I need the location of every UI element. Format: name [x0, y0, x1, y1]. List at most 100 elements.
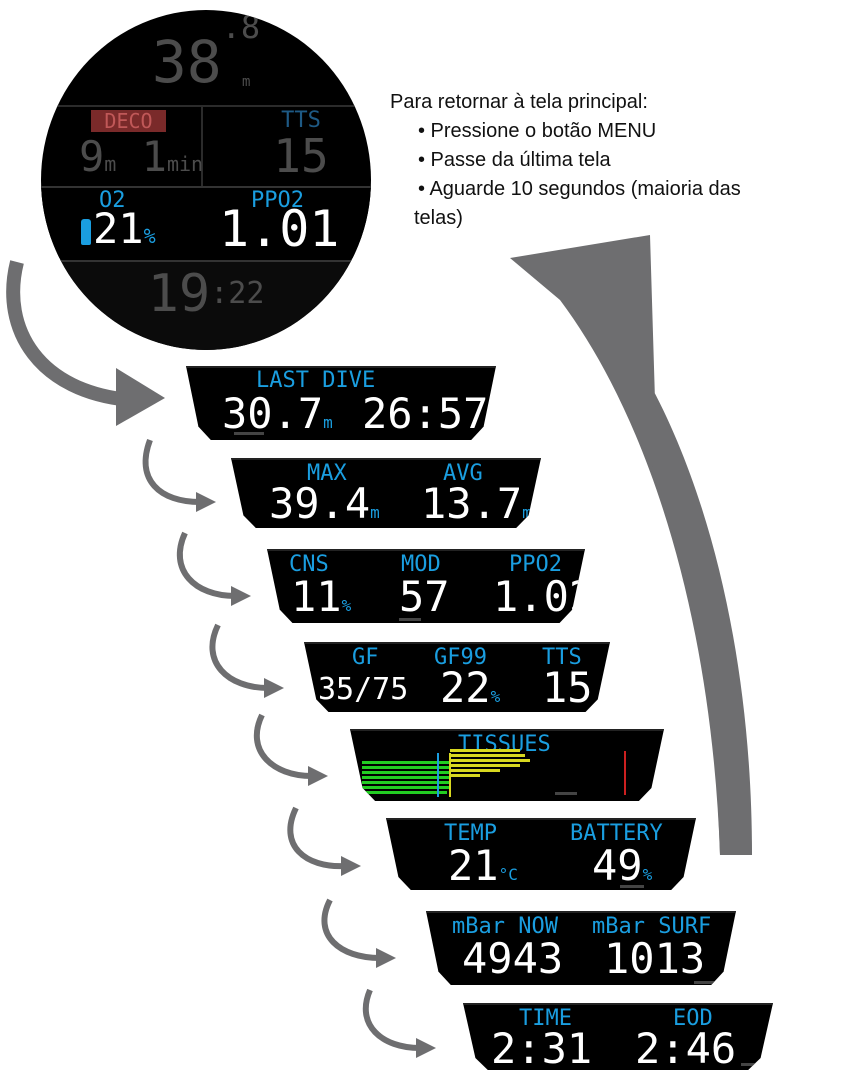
- ppo2-value: 1.01: [219, 200, 340, 258]
- tissue-bar-graph: [362, 749, 626, 797]
- max-label: MAX: [307, 461, 347, 486]
- max-unit: m: [370, 503, 380, 522]
- depth-integer: 38: [151, 28, 222, 96]
- screen-top-border: [267, 549, 585, 551]
- gf-tts-label: TTS: [542, 645, 582, 670]
- screen-top-border: [386, 818, 696, 820]
- last-dive-depth-group: 30.7m: [222, 392, 333, 440]
- divider: [41, 186, 371, 188]
- lower-area: [41, 260, 371, 350]
- avg-value: 13.7: [421, 479, 523, 528]
- instructions-title: Para retornar à tela principal:: [390, 91, 648, 113]
- screen-max-avg: MAX AVG 39.4m 13.7m: [231, 458, 541, 528]
- screen-top-border: [350, 729, 664, 731]
- last-dive-depth-unit: m: [323, 413, 333, 432]
- screen-top-border: [426, 911, 736, 913]
- screen-cns-mod: CNS MOD PPO2 11% 57 1.02: [267, 549, 585, 623]
- gf99-value: 22: [440, 663, 491, 712]
- eod-value: 2:46: [635, 1024, 737, 1070]
- tissues-label: TISSUES: [458, 732, 551, 757]
- curve-arrow-3: [176, 531, 236, 599]
- mbar-surf-value: 1013: [604, 934, 706, 983]
- last-dive-depth: 30.7: [222, 389, 324, 438]
- o2-label: O2: [99, 188, 126, 213]
- screen-tissues: TISSUES: [350, 729, 664, 801]
- mbar-now-value: 4943: [462, 934, 564, 983]
- curve-arrow-4: [209, 623, 269, 691]
- screen-indicator: [620, 885, 644, 888]
- screen-top-border: [463, 1003, 773, 1005]
- time-value: 2:31: [491, 1024, 593, 1070]
- temp-label: TEMP: [444, 821, 497, 846]
- o2-value-group: 21%: [81, 206, 156, 259]
- mod-value: 57: [399, 572, 450, 621]
- cns-value-group: 11%: [291, 575, 351, 623]
- instruction-item: • Passe da última tela: [418, 149, 611, 171]
- deco-time-unit: min: [166, 152, 204, 176]
- depth-decimal: .8: [221, 10, 261, 46]
- screen-temp-battery: TEMP BATTERY 21°C 49%: [386, 818, 696, 890]
- avg-value-group: 13.7m: [421, 482, 532, 528]
- last-dive-duration: 26:57: [362, 389, 489, 438]
- battery-unit: %: [642, 865, 653, 884]
- deco-depth-unit: m: [104, 152, 117, 176]
- curve-arrow-5: [253, 713, 313, 779]
- o2-value: 21: [93, 204, 144, 253]
- temp-value-group: 21°C: [448, 844, 518, 890]
- instruction-item: • Pressione o botão MENU: [418, 120, 657, 142]
- screen-indicator: [234, 432, 264, 435]
- gf-value: 35/75: [318, 672, 409, 707]
- gf99-value-group: 22%: [440, 666, 500, 712]
- max-value: 39.4: [269, 479, 371, 528]
- cns-value: 11: [291, 572, 342, 621]
- divider: [201, 105, 203, 187]
- gf-tts-value: 15: [542, 663, 593, 712]
- dive-time-minutes: :22: [210, 276, 265, 311]
- deco-label: DECO: [91, 110, 166, 132]
- temp-unit: °C: [498, 865, 518, 884]
- dive-time-hours: 19: [147, 264, 211, 324]
- max-value-group: 39.4m: [269, 482, 380, 528]
- gas-cylinder-icon: [81, 219, 91, 245]
- cns-unit: %: [341, 596, 352, 615]
- temp-value: 21: [448, 841, 499, 890]
- gas-band: [41, 186, 371, 258]
- gf99-unit: %: [490, 687, 501, 706]
- screen-time-eod: TIME EOD 2:31 2:46: [463, 1003, 773, 1070]
- curve-arrow-2: [142, 438, 201, 505]
- ppo2-label: PPO2: [509, 552, 562, 577]
- time-label: TIME: [519, 1006, 572, 1031]
- instruction-item: • Aguarde 10 segundos (maioria das: [418, 178, 741, 200]
- divider: [41, 105, 371, 107]
- gf-label: GF: [352, 645, 379, 670]
- deco-stop-value: 9m 1min: [79, 134, 203, 187]
- return-instructions: Para retornar à tela principal: • Pressi…: [390, 88, 850, 233]
- screen-gf: GF GF99 TTS 35/75 22% 15: [304, 642, 610, 712]
- screen-indicator: [741, 1063, 761, 1066]
- screen-top-border: [186, 366, 496, 368]
- dive-computer-main-screen: 38.8 m DECO 9m 1min TTS 15 O2 21% PPO2 1…: [41, 10, 371, 350]
- divider: [41, 260, 371, 262]
- screen-indicator: [399, 618, 421, 621]
- cns-ppo2-value: 1.02: [493, 572, 585, 621]
- depth-unit: m: [242, 74, 251, 90]
- last-dive-label: LAST DIVE: [256, 368, 376, 393]
- battery-value: 49: [592, 841, 643, 890]
- cns-label: CNS: [289, 552, 329, 577]
- deco-depth: 9: [79, 132, 105, 181]
- mod-label: MOD: [401, 552, 441, 577]
- curve-arrow-8: [362, 988, 421, 1051]
- screen-top-border: [231, 458, 541, 460]
- screen-last-dive: LAST DIVE 30.7m 26:57: [186, 366, 496, 440]
- screen-top-border: [304, 642, 610, 644]
- avg-unit: m: [522, 503, 532, 522]
- dive-time-display: 19:22: [41, 266, 371, 322]
- mbar-surf-label: mBar SURF: [592, 914, 712, 939]
- gf99-label: GF99: [434, 645, 487, 670]
- curve-arrow-1: [6, 260, 131, 407]
- avg-label: AVG: [443, 461, 483, 486]
- screen-pressure: mBar NOW mBar SURF 4943 1013: [426, 911, 736, 985]
- battery-value-group: 49%: [592, 844, 652, 890]
- tts-label: TTS: [281, 108, 321, 133]
